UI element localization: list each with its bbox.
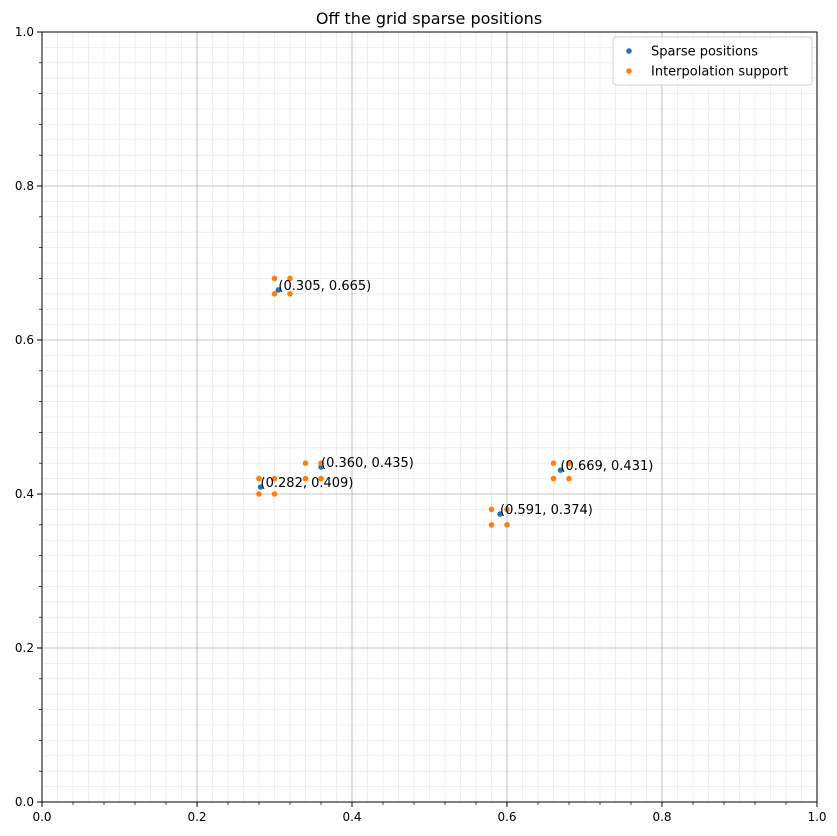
- legend: Sparse positions Interpolation support: [612, 36, 813, 86]
- point-annotation: (0.360, 0.435): [321, 456, 414, 471]
- series-layer: [256, 275, 572, 528]
- point-annotation: (0.669, 0.431): [560, 459, 653, 474]
- data-point: [488, 522, 495, 528]
- data-point: [566, 475, 572, 482]
- data-point: [497, 511, 503, 517]
- x-tick-label: 0.4: [342, 810, 361, 824]
- point-annotation: (0.305, 0.665): [278, 279, 371, 294]
- data-point: [257, 484, 264, 490]
- data-point: [271, 275, 278, 282]
- y-tick-label: 0.4: [15, 487, 34, 501]
- annotation-layer: (0.305, 0.665) (0.360, 0.435) (0.282, 0.40…: [261, 279, 654, 518]
- data-point: [550, 460, 557, 467]
- legend-box: [612, 36, 813, 86]
- x-tick-label: 0.0: [32, 810, 51, 824]
- data-point: [302, 475, 309, 482]
- y-tick-label: 0.2: [15, 641, 34, 655]
- point-annotation: (0.591, 0.374): [500, 503, 593, 518]
- data-point: [504, 522, 510, 528]
- series-sparse-positions: [257, 287, 564, 517]
- data-point: [275, 287, 282, 293]
- legend-marker: [626, 68, 632, 74]
- x-tick-label: 0.2: [187, 810, 206, 824]
- major-grid: [42, 32, 817, 802]
- data-point: [287, 291, 293, 297]
- legend-label: Interpolation support: [651, 65, 788, 80]
- data-point: [566, 460, 572, 467]
- y-tick-label: 0.8: [15, 179, 34, 193]
- data-point: [557, 467, 564, 473]
- axis-ticks: 0.00.0 0.2 0.2 0.4 0.4 0.6 0.6 0.8 0.8 1.0 1.0: [15, 25, 827, 824]
- data-point: [550, 475, 557, 482]
- minor-grid: [42, 32, 817, 802]
- data-point: [271, 491, 278, 497]
- y-tick-label: 1.0: [15, 25, 34, 39]
- y-tick-label: 0.6: [15, 333, 34, 347]
- legend-label: Sparse positions: [651, 45, 758, 60]
- x-tick-label: 1.0: [807, 810, 826, 824]
- data-point: [271, 475, 278, 482]
- x-tick-label: 0.8: [652, 810, 671, 824]
- data-point: [318, 460, 324, 467]
- data-point: [287, 275, 293, 282]
- data-point: [256, 491, 262, 497]
- chart-title: Off the grid sparse positions: [316, 9, 542, 28]
- y-tick-label: 0.0: [15, 795, 34, 809]
- legend-marker: [626, 48, 632, 54]
- series-interpolation-support: [256, 275, 572, 528]
- plot-frame: [41, 31, 818, 803]
- data-point: [271, 291, 278, 297]
- x-tick-label: 0.6: [497, 810, 516, 824]
- data-point: [504, 506, 510, 513]
- data-point: [488, 506, 495, 513]
- data-point: [302, 460, 309, 467]
- point-annotation: (0.282, 0.409): [261, 476, 354, 491]
- data-point: [318, 475, 324, 482]
- data-point: [256, 475, 262, 482]
- data-point: [318, 464, 324, 470]
